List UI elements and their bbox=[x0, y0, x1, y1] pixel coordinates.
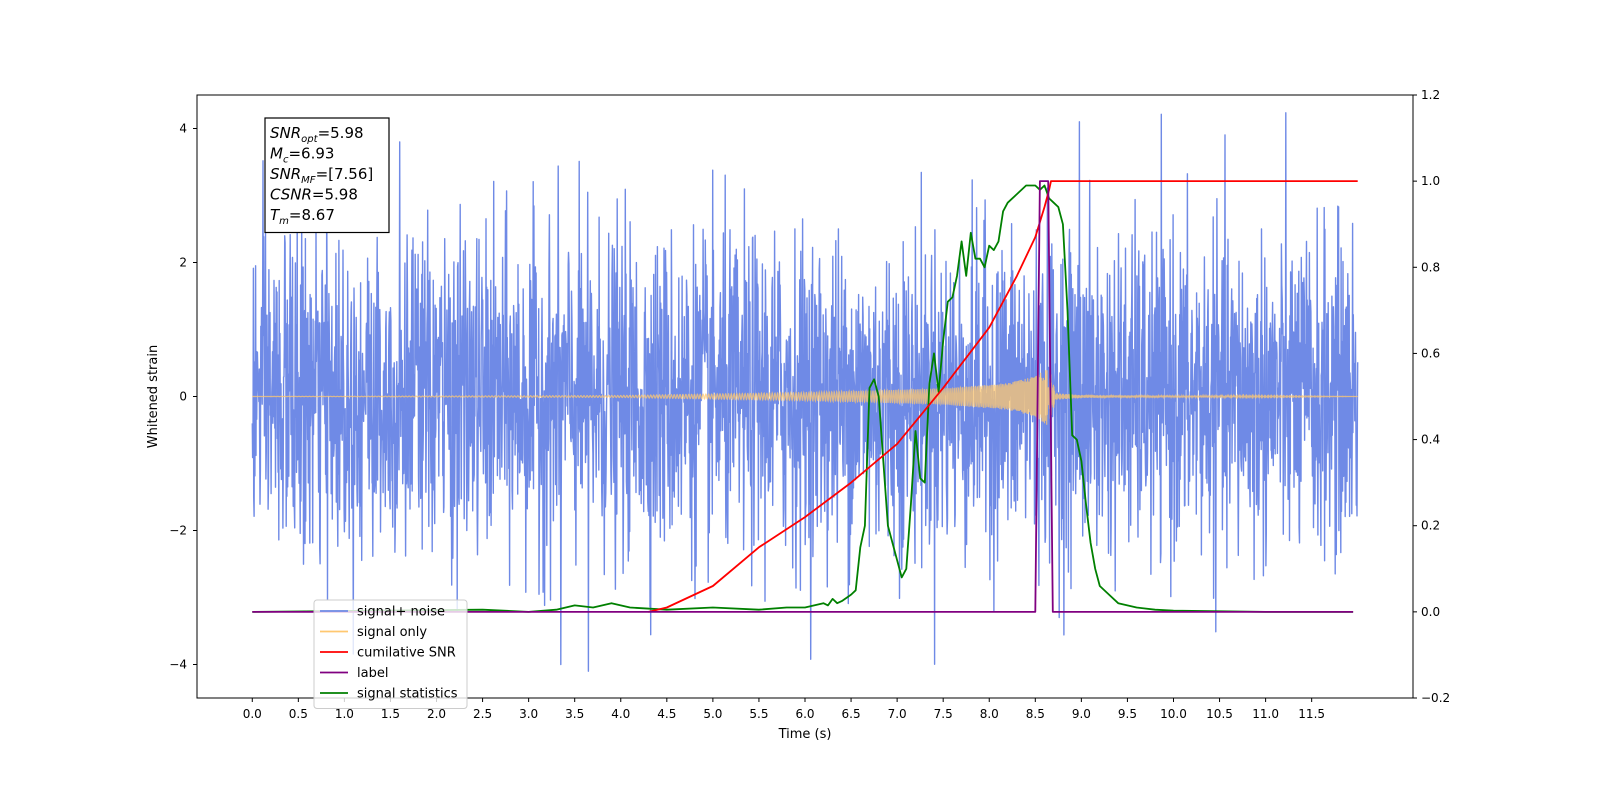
x-tick-label: 10.5 bbox=[1206, 707, 1233, 721]
x-tick-label: 4.5 bbox=[657, 707, 676, 721]
x-tick-label: 11.5 bbox=[1298, 707, 1325, 721]
y-axis-left: −4 −2 0 2 4 bbox=[169, 122, 197, 672]
annotation-line: Tm=8.67 bbox=[270, 206, 335, 227]
series-signal-only bbox=[252, 370, 1358, 425]
y-axis-label: Whitened strain bbox=[146, 345, 161, 448]
x-tick-label: 10.0 bbox=[1160, 707, 1187, 721]
legend-frame bbox=[313, 599, 468, 709]
series-label bbox=[252, 180, 1354, 613]
legend-label-cumilative-snr: cumilative SNR bbox=[357, 646, 456, 661]
x-tick-label: 9.0 bbox=[1072, 707, 1091, 721]
x-tick-label: 0.5 bbox=[289, 707, 308, 721]
x-tick-label: 11.0 bbox=[1252, 707, 1279, 721]
x-tick-label: 7.0 bbox=[888, 707, 907, 721]
x-tick-label: 4.0 bbox=[611, 707, 630, 721]
series-signal-statistics bbox=[252, 184, 1354, 613]
y2-tick-label: −0.2 bbox=[1421, 691, 1450, 705]
y2-tick-label: 0.2 bbox=[1421, 519, 1440, 533]
annotation-line: SNRopt=5.98 bbox=[270, 124, 364, 145]
x-tick-label: 6.5 bbox=[842, 707, 861, 721]
x-tick-label: 5.0 bbox=[703, 707, 722, 721]
x-tick-label: 1.5 bbox=[381, 707, 400, 721]
x-tick-label: 3.5 bbox=[565, 707, 584, 721]
annotation-line: SNRMF=[7.56] bbox=[270, 165, 373, 186]
legend-label-signal-noise: signal+ noise bbox=[357, 605, 445, 620]
y2-tick-label: 0.6 bbox=[1421, 346, 1440, 360]
legend: signal+ noise signal only cumilative SNR la… bbox=[313, 599, 468, 709]
plot-area bbox=[251, 112, 1359, 672]
legend-label-label: label bbox=[357, 666, 388, 681]
annotation-line: CSNR=5.98 bbox=[270, 186, 358, 204]
y-tick-label: −2 bbox=[169, 524, 187, 538]
legend-label-signal-statistics: signal statistics bbox=[357, 687, 458, 702]
x-tick-label: 5.5 bbox=[749, 707, 768, 721]
y2-tick-label: 0.0 bbox=[1421, 605, 1440, 619]
x-axis-label: Time (s) bbox=[778, 727, 832, 742]
x-tick-label: 8.5 bbox=[1026, 707, 1045, 721]
y-tick-label: 2 bbox=[179, 256, 187, 270]
x-tick-label: 0.0 bbox=[243, 707, 262, 721]
annotation-line: Mc=6.93 bbox=[270, 145, 334, 166]
y-tick-label: −4 bbox=[169, 658, 187, 672]
legend-label-signal-only: signal only bbox=[357, 625, 427, 640]
y-tick-label: 0 bbox=[179, 390, 187, 404]
y2-tick-label: 1.0 bbox=[1421, 174, 1440, 188]
y-tick-label: 4 bbox=[179, 122, 187, 136]
series-signal-noise bbox=[251, 112, 1359, 672]
x-tick-label: 9.5 bbox=[1118, 707, 1137, 721]
x-tick-label: 6.0 bbox=[795, 707, 814, 721]
y2-tick-label: 0.4 bbox=[1421, 433, 1440, 447]
x-tick-label: 1.0 bbox=[335, 707, 354, 721]
y2-tick-label: 0.8 bbox=[1421, 260, 1440, 274]
annotation-frame bbox=[264, 117, 390, 234]
x-tick-label: 3.0 bbox=[519, 707, 538, 721]
x-tick-label: 2.0 bbox=[427, 707, 446, 721]
x-tick-label: 2.5 bbox=[473, 707, 492, 721]
x-tick-label: 7.5 bbox=[934, 707, 953, 721]
y2-tick-label: 1.2 bbox=[1421, 88, 1440, 102]
x-axis: 0.0 0.5 1.0 1.5 2.0 2.5 3.0 3.5 4.0 4.5 5.0 5.5 6.0 6… bbox=[243, 698, 1325, 721]
y-axis-right: −0.2 0.0 0.2 0.4 0.6 0.8 1.0 1.2 bbox=[1413, 88, 1450, 705]
x-tick-label: 8.0 bbox=[980, 707, 999, 721]
